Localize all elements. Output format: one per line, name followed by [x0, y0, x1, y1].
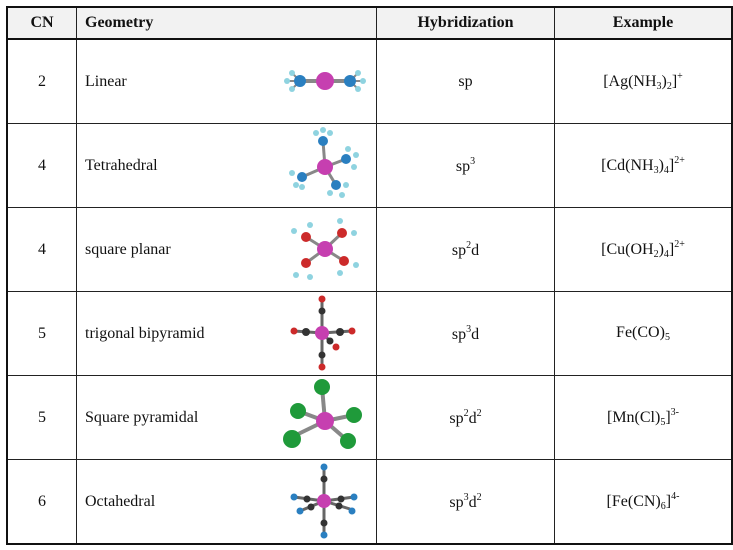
formula-text: sp — [451, 325, 467, 343]
formula-subscript: 5 — [660, 417, 666, 428]
cn-cell: 4 — [6, 123, 77, 208]
formula-supscript: 3 — [463, 491, 469, 503]
formula-subscript: 2 — [666, 81, 672, 92]
formula-supscript: 2 — [466, 239, 472, 251]
header-geometry: Geometry — [76, 6, 377, 40]
square-planar-molecule-icon — [291, 218, 359, 280]
hybridization-cell: sp3d — [376, 291, 555, 376]
example-cell: [Mn(Cl)5]3- — [554, 375, 733, 460]
formula-text: ] — [668, 157, 675, 174]
example-cell: [Cu(OH2)4]2+ — [554, 207, 733, 292]
formula-text: [Mn(Cl) — [607, 409, 661, 426]
table-row: 2 Linear sp [Ag(NH3)2]+ — [6, 38, 733, 124]
formula-text: Fe(CO) — [616, 324, 665, 341]
cn-cell: 4 — [6, 207, 77, 292]
cn-cell: 5 — [6, 375, 77, 460]
formula-text: ] — [665, 493, 672, 510]
cn-cell: 2 — [6, 38, 77, 124]
formula-text: ) — [661, 73, 667, 90]
formula-subscript: 5 — [664, 332, 670, 343]
formula-text: d — [468, 493, 477, 511]
formula-supscript: 2 — [463, 407, 469, 419]
cn-cell: 5 — [6, 291, 77, 376]
header-example: Example — [554, 6, 733, 40]
formula-text: d — [468, 409, 477, 427]
formula-supscript: 2+ — [674, 155, 685, 166]
formula-text: ] — [665, 409, 671, 426]
formula-text: ] — [671, 73, 678, 90]
formula-text: [Ag(NH — [603, 73, 657, 90]
formula-text: ) — [658, 241, 664, 258]
geometry-cell: Linear — [76, 38, 377, 124]
geometry-name: Linear — [85, 72, 127, 90]
hybridization-cell: sp2d — [376, 207, 555, 292]
header-row: CN Geometry Hybridization Example — [6, 6, 733, 40]
formula-supscript: 4- — [671, 491, 680, 502]
octahedral-molecule-icon — [290, 463, 358, 539]
formula-text: ] — [668, 241, 675, 258]
table-row: 5 trigonal bipyramid sp3d F — [6, 291, 733, 376]
table-row: 5 Square pyramidal sp2d2 [M — [6, 375, 733, 460]
formula-text: sp — [455, 157, 471, 175]
trigonal-bipyramid-molecule-icon — [290, 295, 356, 371]
formula-supscript: 3 — [466, 323, 472, 335]
formula-supscript: 3 — [470, 155, 476, 167]
example-cell: [Ag(NH3)2]+ — [554, 38, 733, 124]
header-hybridization: Hybridization — [376, 6, 555, 40]
formula-supscript: 2 — [476, 407, 482, 419]
geometry-name: square planar — [85, 240, 171, 258]
geometry-name: Tetrahedral — [85, 156, 158, 174]
square-pyramidal-molecule-icon — [283, 379, 362, 449]
formula-subscript: 3 — [653, 165, 659, 176]
formula-supscript: 3- — [670, 407, 679, 418]
geometry-cell: square planar — [76, 207, 377, 292]
formula-text: [Fe(CN) — [606, 493, 661, 510]
formula-text: sp — [458, 72, 473, 90]
table-row: 4 Tetrahedral sp3 [Cd(NH3)4 — [6, 123, 733, 208]
formula-text: sp — [449, 493, 464, 511]
tetrahedral-molecule-icon — [289, 127, 359, 198]
hybridization-cell: sp3 — [376, 123, 555, 208]
geometry-cell: Square pyramidal — [76, 375, 377, 460]
formula-supscript: 2+ — [674, 239, 685, 250]
geometry-cell: Octahedral — [76, 459, 377, 545]
formula-text: sp — [449, 409, 464, 427]
formula-subscript: 2 — [653, 249, 659, 260]
geometry-cell: Tetrahedral — [76, 123, 377, 208]
formula-supscript: + — [677, 71, 683, 82]
formula-subscript: 3 — [656, 81, 662, 92]
example-cell: [Cd(NH3)4]2+ — [554, 123, 733, 208]
geometry-cell: trigonal bipyramid — [76, 291, 377, 376]
table-row: 6 Octahedral — [6, 459, 733, 545]
formula-text: d — [471, 241, 480, 259]
geometry-name: trigonal bipyramid — [85, 324, 205, 342]
coordination-table: CN Geometry Hybridization Example 2 Line… — [6, 6, 733, 545]
hybridization-cell: sp3d2 — [376, 459, 555, 545]
hybridization-cell: sp — [376, 38, 555, 124]
formula-text: ) — [658, 157, 664, 174]
header-cn: CN — [6, 6, 77, 40]
table-row: 4 square planar sp2d [Cu(OH — [6, 207, 733, 292]
formula-subscript: 4 — [663, 249, 669, 260]
formula-supscript: 2 — [476, 491, 482, 503]
formula-text: sp — [451, 241, 467, 259]
cn-cell: 6 — [6, 459, 77, 545]
hybridization-cell: sp2d2 — [376, 375, 555, 460]
formula-text: [Cu(OH — [601, 241, 654, 258]
geometry-name: Square pyramidal — [85, 408, 199, 426]
example-cell: Fe(CO)5 — [554, 291, 733, 376]
formula-text: [Cd(NH — [601, 157, 654, 174]
geometry-name: Octahedral — [85, 492, 156, 510]
linear-molecule-icon — [284, 70, 366, 92]
formula-subscript: 6 — [660, 501, 666, 512]
formula-subscript: 4 — [663, 165, 669, 176]
example-cell: [Fe(CN)6]4- — [554, 459, 733, 545]
formula-text: d — [471, 325, 480, 343]
